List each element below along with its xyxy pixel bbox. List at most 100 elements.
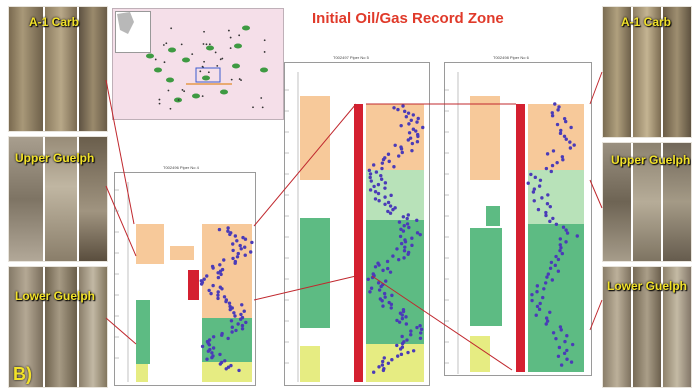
log-data-point: [235, 239, 239, 243]
core-label: Upper Guelph: [611, 153, 691, 167]
log-data-point: [545, 275, 549, 279]
log-data-point: [389, 193, 393, 198]
log-data-point: [242, 309, 246, 313]
log-data-point: [555, 122, 560, 127]
log-data-point: [369, 179, 373, 183]
log-data-point: [210, 351, 214, 355]
lithology-lower-guelph: [136, 300, 150, 364]
log-data-point: [388, 204, 393, 208]
log-data-point: [563, 339, 567, 344]
map-well-dot: [208, 43, 211, 46]
log-data-point: [568, 146, 573, 150]
core-slab: [9, 267, 43, 387]
log-data-point: [399, 123, 403, 128]
log-data-point: [548, 219, 552, 224]
log-data-point: [396, 354, 400, 358]
log-data-point: [404, 315, 408, 319]
log-zone: [366, 220, 424, 344]
log-data-point: [407, 122, 411, 126]
log-data-point: [209, 291, 213, 296]
log-data-point: [406, 138, 410, 142]
core-slab: [45, 7, 77, 131]
map-well-dot: [238, 34, 241, 37]
core-photo-left-upper-guelph: Upper Guelph: [8, 136, 108, 262]
log-data-point: [400, 341, 405, 346]
log-data-point: [403, 240, 408, 244]
core-label: A-1 Carb: [29, 15, 80, 29]
log-data-point: [410, 243, 414, 248]
log-data-point: [376, 182, 381, 187]
log-data-point: [553, 102, 557, 106]
log-data-point: [550, 114, 555, 118]
log-data-point: [379, 284, 383, 289]
log-data-point: [383, 202, 387, 206]
log-data-point: [391, 207, 395, 212]
log-data-point: [226, 229, 230, 233]
log-data-point: [409, 118, 413, 122]
core-slab: [633, 267, 661, 387]
core-slab: [603, 267, 631, 387]
log-data-point: [374, 170, 379, 174]
log-data-point: [240, 327, 245, 331]
log-data-point: [402, 249, 407, 253]
log-data-point: [532, 199, 536, 203]
log-data-point: [389, 302, 394, 307]
log-data-point: [219, 272, 223, 277]
core-slab: [45, 267, 77, 387]
log-data-point: [371, 163, 376, 167]
log-data-point: [397, 220, 402, 224]
log-data-point: [226, 336, 230, 341]
log-data-point: [396, 107, 400, 112]
oil-gas-record-zone: [516, 104, 525, 372]
map-well-dot: [201, 95, 204, 98]
map-well-dot: [183, 90, 186, 93]
map-field: [242, 25, 250, 31]
log-data-point: [419, 331, 423, 335]
log-data-point: [224, 367, 228, 371]
core-photo-left-a1-carb: A-1 Carb: [8, 6, 108, 132]
correlation-line: [589, 299, 603, 331]
map-field: [192, 93, 200, 99]
log-data-point: [233, 261, 237, 265]
log-data-point: [240, 303, 244, 307]
log-data-point: [556, 354, 561, 358]
log-data-point: [403, 109, 407, 114]
log-data-point: [575, 234, 579, 238]
log-data-point: [554, 254, 558, 259]
map-field: [206, 45, 214, 51]
map-well-dot: [167, 89, 170, 92]
map-well-dot: [252, 106, 254, 109]
log-data-point: [250, 240, 254, 245]
log-data-point: [530, 298, 534, 303]
log-data-point: [421, 125, 425, 130]
log-data-point: [542, 287, 546, 291]
log-data-point: [399, 227, 403, 231]
log-zone: [202, 362, 252, 382]
log-data-point: [396, 154, 401, 158]
log-data-point: [529, 172, 533, 177]
log-data-point: [244, 320, 248, 325]
log-data-point: [536, 207, 541, 212]
log-data-point: [550, 278, 555, 282]
correlation-line: [589, 71, 603, 105]
log-data-point: [526, 181, 530, 185]
log-data-point: [562, 134, 567, 138]
log-data-point: [563, 119, 568, 124]
log-data-point: [207, 288, 211, 293]
map-field: [182, 57, 190, 63]
log-zone: [528, 224, 584, 372]
log-data-point: [382, 291, 387, 296]
log-data-point: [248, 250, 253, 254]
log-data-point: [395, 318, 399, 323]
core-slab: [603, 7, 631, 137]
log-data-point: [392, 106, 396, 110]
log-data-point: [381, 304, 385, 308]
log-data-point: [391, 254, 395, 258]
log-data-point: [366, 277, 370, 282]
log-data-point: [220, 333, 224, 337]
log-data-point: [386, 266, 390, 271]
log-data-point: [218, 269, 223, 273]
core-slab: [663, 267, 691, 387]
log-data-point: [538, 301, 542, 306]
